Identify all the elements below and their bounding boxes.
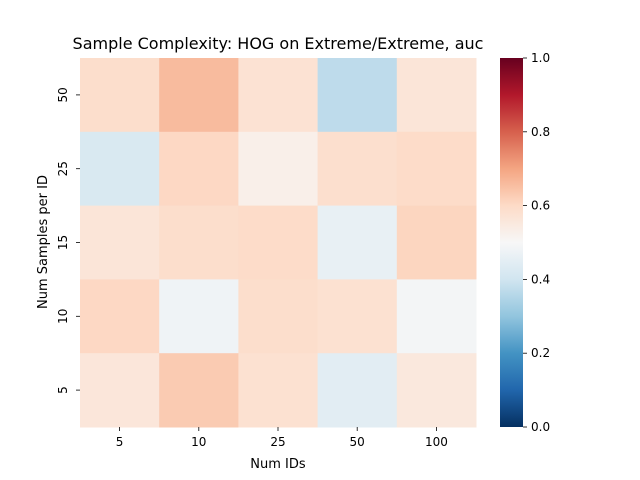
heatmap-cell [238, 131, 319, 207]
colorbar-tick-label: 0.2 [531, 346, 550, 360]
heatmap-cell [317, 58, 398, 133]
x-tick-label: 5 [116, 435, 124, 449]
heatmap-cell [396, 131, 477, 207]
heatmap-cell [80, 131, 160, 207]
x-tick-label: 50 [350, 435, 365, 449]
x-axis-ticks: 5 10 25 50 100 [116, 427, 448, 449]
x-tick-label: 10 [191, 435, 206, 449]
colorbar-tick-label: 0.8 [531, 125, 550, 139]
heatmap-cells [80, 58, 477, 428]
colorbar-ticks: 0.0 0.2 0.4 0.6 0.8 1.0 [523, 51, 550, 434]
y-tick-label: 15 [56, 235, 70, 250]
x-tick-label: 100 [425, 435, 448, 449]
heatmap-cell [238, 205, 319, 280]
heatmap-cell [159, 58, 239, 133]
y-axis-ticks: 50 25 15 10 5 [56, 87, 80, 394]
y-tick-label: 10 [56, 309, 70, 324]
heatmap-cell [159, 279, 239, 354]
heatmap-cell [80, 353, 160, 428]
heatmap-cell [317, 131, 398, 207]
colorbar-tick-label: 0.0 [531, 420, 550, 434]
heatmap-cell [238, 58, 319, 133]
colorbar [500, 58, 523, 427]
colorbar-tick-label: 0.4 [531, 272, 550, 286]
heatmap-cell [238, 279, 319, 354]
heatmap-cell [396, 58, 477, 133]
heatmap-cell [159, 353, 239, 428]
y-tick-label: 5 [56, 386, 70, 394]
heatmap-cell [80, 279, 160, 354]
heatmap-cell [159, 205, 239, 280]
y-tick-label: 25 [56, 161, 70, 176]
x-axis-label: Num IDs [250, 457, 306, 472]
heatmap-cell [396, 279, 477, 354]
chart-title: Sample Complexity: HOG on Extreme/Extrem… [73, 34, 484, 53]
heatmap-cell [317, 353, 398, 428]
heatmap-cell [317, 279, 398, 354]
colorbar-tick-label: 0.6 [531, 199, 550, 213]
x-tick-label: 25 [270, 435, 285, 449]
heatmap-cell [159, 131, 239, 207]
heatmap-cell [396, 205, 477, 280]
heatmap-cell [80, 58, 160, 133]
heatmap-cell [238, 353, 319, 428]
heatmap-cell [396, 353, 477, 428]
y-tick-label: 50 [56, 87, 70, 102]
y-axis-label: Num Samples per ID [36, 175, 51, 309]
heatmap-cell [80, 205, 160, 280]
heatmap-cell [317, 205, 398, 280]
colorbar-tick-label: 1.0 [531, 51, 550, 65]
